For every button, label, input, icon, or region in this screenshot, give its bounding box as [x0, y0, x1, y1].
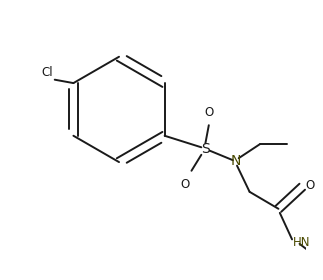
Text: Cl: Cl [42, 66, 53, 79]
Text: O: O [181, 178, 190, 191]
Text: N: N [231, 154, 241, 168]
Text: S: S [201, 142, 210, 156]
Text: HN: HN [293, 236, 310, 249]
Text: O: O [305, 179, 314, 192]
Text: O: O [204, 106, 214, 119]
